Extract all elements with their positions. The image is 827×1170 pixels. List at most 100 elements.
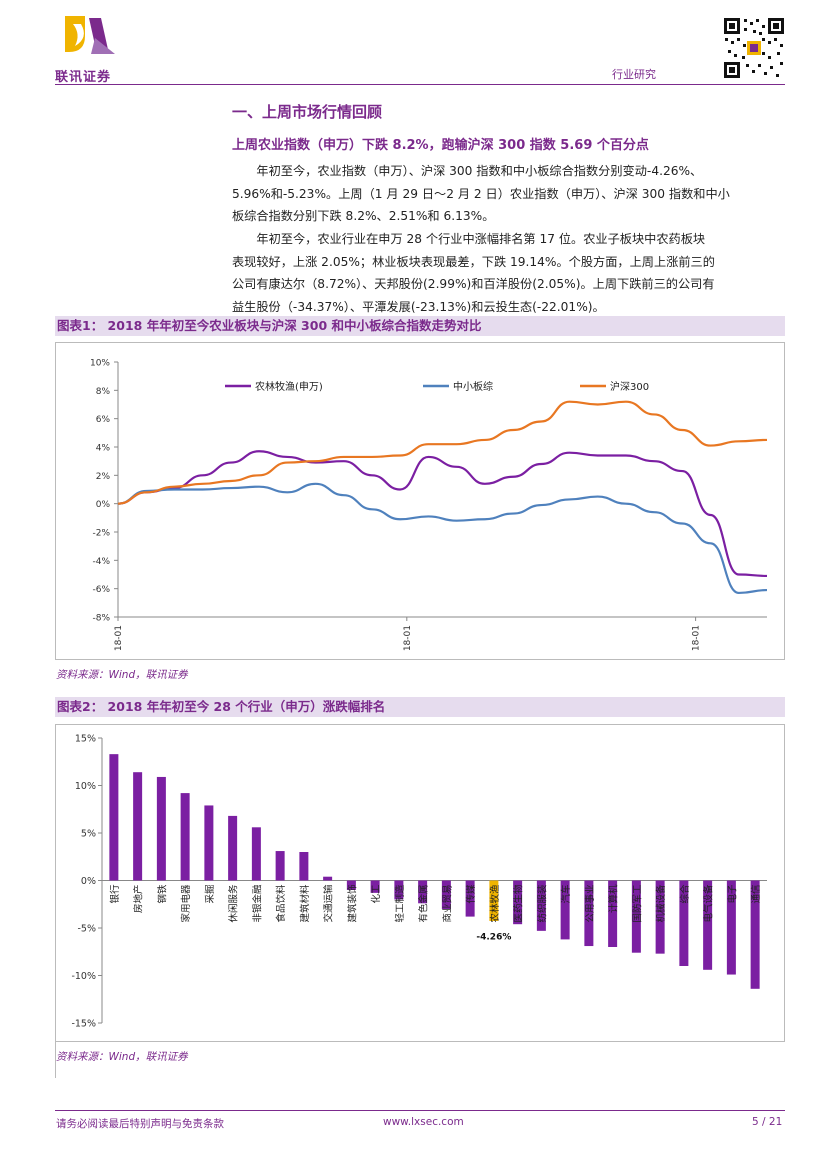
bar-highlight [489,880,499,921]
para1-line: 板综合指数分别下跌 8.2%、2.51%和 6.13%。 [232,209,495,224]
para2-line: 表现较好，上涨 2.05%；林业板块表现最差，下跌 19.14%。个股方面，上周… [232,254,715,269]
figure1-chart-frame [55,342,785,660]
brand-name: 联讯证券 [55,70,112,85]
category-label: 商业贸易 [441,885,453,923]
header-divider [55,84,785,85]
figure2-source: 资料来源：Wind，联讯证券 [56,1051,188,1063]
paragraph-2: 年初至今，农业行业在申万 28 个行业中涨幅排名第 17 位。农业子板块中农药板… [232,228,788,318]
category-label: 公用事业 [584,885,596,923]
section-title: 一、上周市场行情回顾 [232,103,383,121]
category-label: 医药生物 [513,884,525,923]
para2-line: 年初至今，农业行业在申万 28 个行业中涨幅排名第 17 位。农业子板块中农药板… [256,232,706,246]
y-tick-label: -4% [92,557,110,567]
category-label: 电气设备 [703,884,715,923]
bar [703,880,713,970]
x-tick-label: 18-01 [403,625,413,651]
figure2-left-rule [55,1042,56,1078]
page-number: 5 / 21 [752,1116,783,1128]
legend-label: 中小板综 [453,380,493,393]
footer-url[interactable]: www.lxsec.com [383,1116,464,1128]
bar [275,851,285,881]
legend-label: 沪深300 [610,380,649,393]
bar-chart: 15% 10% 5% 0% -5% -10% -15% 银行 房地产 钢铁 家用电器 采掘 休闲服务 非银… [71,734,767,1030]
y-tick-label: 0% [81,876,96,887]
bar [584,880,594,947]
figure2-title: 图表2： 2018 年年初至今 28 个行业（申万）涨跌幅排名 [57,699,386,714]
highlight-data-label: -4.26% [476,933,511,943]
y-tick-label: 5% [81,829,96,840]
para1-line: 年初至今，农业指数（申万）、沪深 300 指数和中小板综合指数分别变动-4.26… [256,164,703,178]
figure2-chart-frame [55,724,785,1042]
category-label: 采掘 [204,885,216,904]
category-label: 交通运输 [323,884,335,923]
bar [228,815,238,881]
bar [346,880,356,890]
category-label: 综合 [679,884,691,904]
qr-code [722,16,786,80]
category-label: 机械设备 [655,884,667,923]
series-line-3 [117,400,768,505]
y-tick-label: 2% [96,472,111,482]
category-label: 休闲服务 [228,884,240,923]
y-tick-label: -5% [78,924,97,935]
series-line-2 [117,482,768,595]
category-label: 食品饮料 [275,884,287,923]
paragraph-1: 年初至今，农业指数（申万）、沪深 300 指数和中小板综合指数分别变动-4.26… [232,160,788,228]
bar [299,852,309,881]
figure1-title: 图表1： 2018 年年初至今农业板块与沪深 300 和中小板综合指数走势对比 [57,318,482,333]
bar [204,805,214,881]
category-label: 有色金属 [418,885,430,923]
bar [679,880,689,966]
bar [418,880,428,904]
y-tick-label: -2% [92,529,110,539]
y-tick-label: 8% [96,387,111,397]
footer-divider [55,1110,785,1111]
y-tick-label: -10% [71,971,96,982]
y-tick-label: 6% [96,415,111,425]
category-label: 计算机 [608,884,620,913]
x-tick-label: 18-01 [692,625,702,651]
category-label: 非银金融 [251,884,263,923]
y-tick-label: 0% [96,500,111,510]
category-label: 化工 [370,884,382,904]
y-tick-label: 15% [75,734,96,745]
figure2-title-band [55,697,785,717]
bar [323,876,333,881]
category-label: 纺织服装 [536,884,548,923]
bar [441,880,451,909]
para2-line: 益生股份（-34.37%）、平潭发展(-23.13%)和云投生态(-22.01%… [232,299,605,314]
bar [750,880,760,989]
bar [251,827,261,881]
section-subtitle: 上周农业指数（申万）下跌 8.2%，跑输沪深 300 指数 5.69 个百分点 [232,138,649,153]
bar [133,772,143,881]
category-label: 家用电器 [180,884,192,923]
figure1-title-band [55,316,785,336]
bar [370,880,380,893]
header-category: 行业研究 [612,68,656,81]
bar [465,880,475,917]
category-label: 电子 [726,884,738,904]
y-tick-label: 10% [75,781,96,792]
footer-disclaimer[interactable]: 请务必阅读最后特别声明与免责条款 [56,1118,224,1130]
y-tick-label: -15% [71,1019,96,1030]
legend-label: 农林牧渔(申万) [255,380,323,393]
brand-logo [55,12,127,64]
series-line-1 [117,450,768,578]
category-label: 房地产 [133,885,145,914]
x-tick-label: 18-01 [114,625,124,651]
y-tick-label: -6% [92,585,110,595]
category-label: 国防军工 [631,884,643,923]
bar [726,880,736,975]
y-tick-label: -8% [92,614,110,624]
category-label: 农林牧渔 [489,884,501,923]
para2-line: 公司有康达尔（8.72%）、天邦股份(2.99%)和百洋股份(2.05%)。上周… [232,277,715,292]
bar [631,880,641,953]
bar [109,754,119,881]
category-label: 钢铁 [156,884,168,904]
bar [655,880,665,954]
y-tick-label: 10% [90,359,110,369]
category-label: 轻工制造 [394,884,406,923]
para1-line: 5.96%和-5.23%。上周（1 月 29 日～2 月 2 日）农业指数（申万… [232,186,730,201]
category-label: 建筑材料 [299,884,311,923]
bar [394,880,404,900]
